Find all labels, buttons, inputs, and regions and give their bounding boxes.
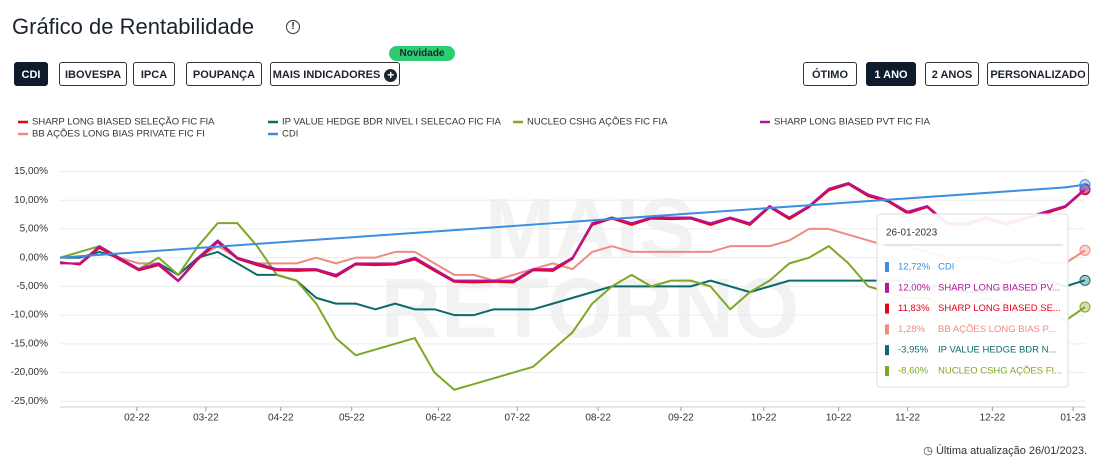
- legend-label: IP VALUE HEDGE BDR NIVEL I SELECAO FIC F…: [282, 117, 502, 128]
- update-date: Última atualização 26/01/2023.: [935, 445, 1087, 457]
- tooltip-value: 11,83%: [898, 303, 930, 314]
- end-marker: [1079, 244, 1091, 256]
- series-line: [59, 183, 1086, 259]
- button-label: ÓTIMO: [811, 69, 849, 81]
- legend-label: NUCLEO CSHG AÇÕES FIC FIA: [527, 117, 668, 128]
- x-tick-label: 09-22: [668, 413, 694, 424]
- legend-label: SHARP LONG BIASED SELEÇÃO FIC FIA: [32, 117, 215, 128]
- tooltip-name: SHARP LONG BIASED SE...: [938, 303, 1061, 314]
- button-label: 1 ANO: [874, 69, 908, 81]
- tooltip-swatch: [885, 282, 889, 293]
- x-tick-label: 10-22: [826, 413, 852, 424]
- tooltip-value: -3,95%: [898, 345, 929, 356]
- button-label: CDI: [21, 69, 41, 81]
- x-tick-label: 10-22: [751, 413, 777, 424]
- tooltip-name: CDI: [938, 262, 954, 273]
- button[interactable]: IBOVESPA: [59, 62, 127, 86]
- button[interactable]: MAIS INDICADORES +: [270, 62, 400, 86]
- end-marker: [1079, 183, 1091, 195]
- tooltip-swatch: [885, 345, 889, 356]
- legend-label: CDI: [282, 129, 298, 140]
- y-tick-label: 0,00%: [20, 252, 48, 263]
- button[interactable]: 2 ANOS: [925, 62, 979, 86]
- button-label: IBOVESPA: [64, 69, 122, 81]
- x-tick-label: 11-22: [895, 413, 920, 424]
- y-tick-label: 15,00%: [14, 166, 48, 177]
- tooltip-value: -8,60%: [898, 366, 929, 377]
- tooltip-name: SHARP LONG BIASED PV...: [938, 282, 1060, 293]
- tooltip-swatch: [885, 366, 889, 376]
- button[interactable]: PERSONALIZADO: [987, 62, 1089, 86]
- tooltip-value: 1,28%: [898, 324, 925, 335]
- button-label: 2 ANOS: [931, 69, 973, 81]
- button[interactable]: ÓTIMO: [803, 62, 857, 86]
- y-tick-label: -15,00%: [11, 338, 48, 349]
- button[interactable]: POUPANÇA: [186, 62, 262, 86]
- y-tick-label: -5,00%: [16, 281, 48, 292]
- tooltip-name: IP VALUE HEDGE BDR N...: [938, 345, 1056, 356]
- x-tick-label: 01-23: [1060, 413, 1086, 424]
- button[interactable]: IPCA: [133, 62, 175, 86]
- page-title: Gráfico de Rentabilidade: [12, 14, 255, 39]
- footer: ◷ Última atualização 26/01/2023.: [923, 445, 1087, 457]
- button-label: IPCA: [140, 69, 168, 81]
- y-tick-label: 10,00%: [14, 195, 48, 206]
- tooltip-value: 12,00%: [898, 282, 931, 293]
- end-marker: [1079, 274, 1091, 286]
- tooltip: 26-01-2023 12,72% CDI 12,00% SHARP LONG BIAS…: [876, 213, 1069, 388]
- tooltip-name: NUCLEO CSHG AÇÕES FI...: [938, 366, 1062, 377]
- end-marker: [1079, 179, 1091, 191]
- button-label: POUPANÇA: [192, 69, 256, 81]
- x-tick-label: 03-22: [193, 413, 219, 424]
- info-icon[interactable]: !: [286, 20, 300, 34]
- y-tick-label: -10,00%: [11, 310, 48, 321]
- tooltip-swatch: [885, 303, 889, 314]
- tooltip-swatch: [885, 324, 889, 335]
- y-tick-label: -25,00%: [11, 396, 48, 407]
- y-tick-label: 5,00%: [20, 224, 48, 235]
- tooltip-box: [876, 213, 1069, 388]
- y-tick-label: -20,00%: [11, 367, 48, 378]
- x-tick-label: 06-22: [426, 413, 452, 424]
- legend-label: SHARP LONG BIASED PVT FIC FIA: [774, 117, 931, 128]
- tooltip-swatch: [885, 262, 889, 272]
- button[interactable]: 1 ANO: [866, 62, 916, 86]
- legend-label: BB AÇÕES LONG BIAS PRIVATE FIC FI: [32, 129, 205, 140]
- end-marker: [1079, 301, 1091, 313]
- tooltip-value: 12,72%: [898, 262, 931, 273]
- plus-icon: +: [384, 68, 398, 82]
- tooltip-name: BB AÇÕES LONG BIAS P...: [938, 324, 1056, 335]
- series-line: [60, 181, 1086, 282]
- x-tick-label: 08-22: [585, 413, 611, 424]
- button-label: PERSONALIZADO: [990, 69, 1086, 81]
- button-label: MAIS INDICADORES: [272, 69, 381, 81]
- button[interactable]: CDI: [14, 62, 48, 86]
- x-tick-label: 12-22: [980, 413, 1006, 424]
- x-tick-label: 04-22: [268, 413, 294, 424]
- x-tick-label: 07-22: [505, 413, 531, 424]
- badge: Novidade: [389, 46, 455, 61]
- x-tick-label: 02-22: [124, 413, 150, 424]
- x-tick-label: 05-22: [339, 413, 365, 424]
- tooltip-title: 26-01-2023: [886, 228, 938, 239]
